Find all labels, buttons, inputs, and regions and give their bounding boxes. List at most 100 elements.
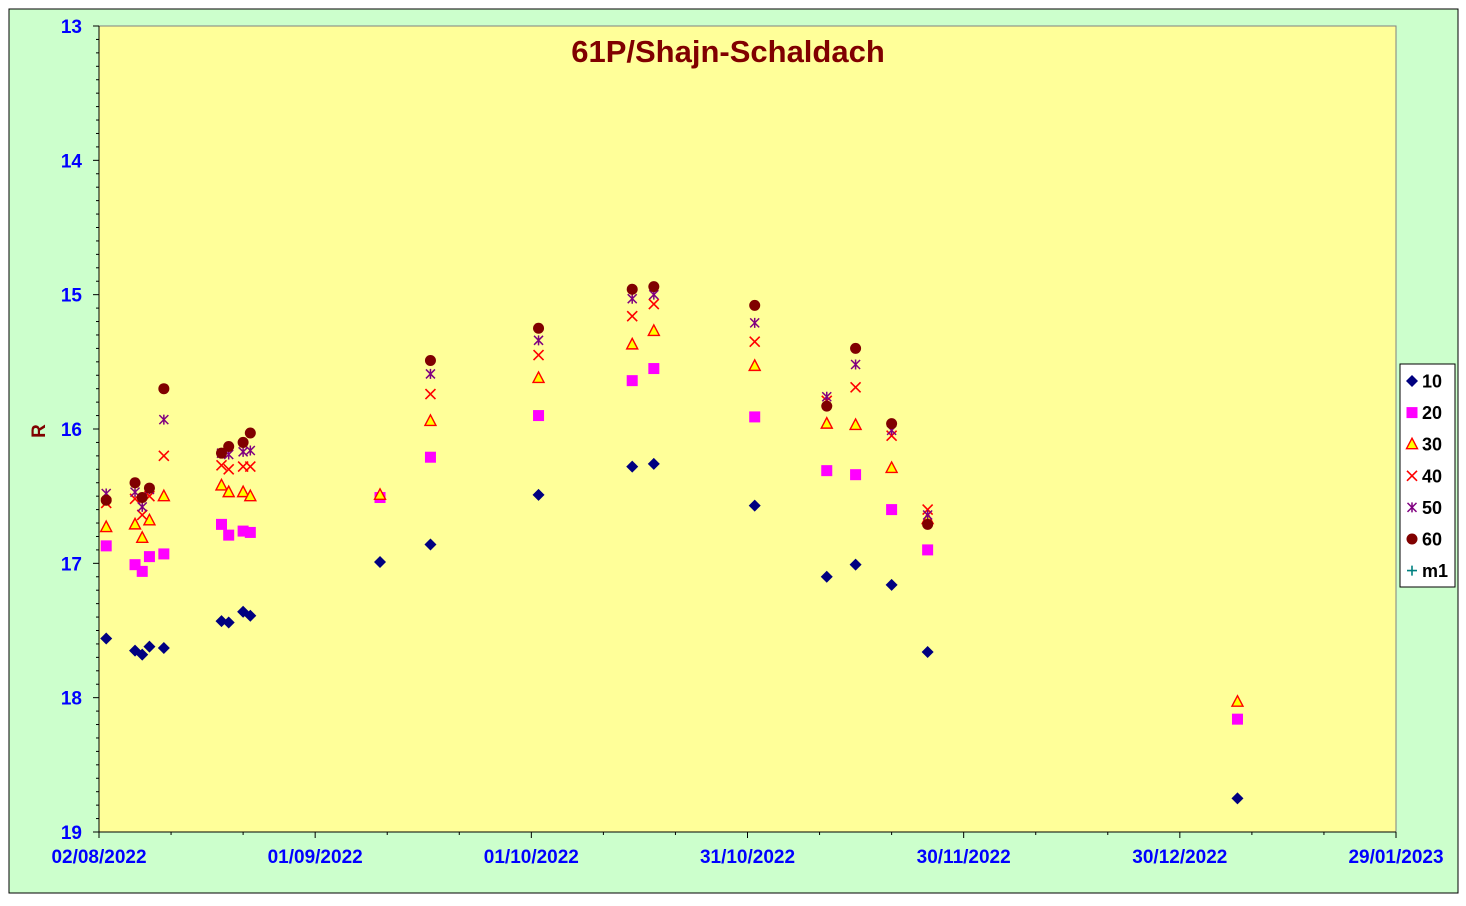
data-point	[245, 445, 256, 456]
data-point	[135, 530, 149, 544]
data-point	[627, 293, 638, 304]
x-tick-label: 30/12/2022	[1132, 847, 1227, 868]
legend-label: 30	[1422, 435, 1442, 455]
data-point	[625, 336, 639, 350]
data-point	[626, 283, 638, 295]
data-point	[748, 499, 761, 512]
data-point	[922, 509, 933, 521]
legend-entry-30: 30	[1405, 435, 1442, 455]
series-20	[100, 363, 1243, 725]
data-point	[849, 558, 862, 571]
x-tick-label: 01/10/2022	[484, 847, 579, 868]
data-point	[223, 529, 235, 541]
data-point	[244, 461, 256, 473]
legend-marker	[1406, 502, 1418, 513]
data-point	[215, 518, 227, 530]
data-point	[647, 323, 661, 337]
data-point	[143, 551, 155, 563]
data-point	[158, 383, 170, 395]
data-point	[533, 322, 545, 334]
data-point	[423, 413, 438, 427]
y-axis-label: R	[29, 424, 50, 438]
data-point	[886, 430, 898, 442]
data-point	[157, 641, 170, 654]
legend-entry-20: 20	[1406, 403, 1442, 423]
data-point	[244, 526, 256, 538]
data-point	[648, 281, 660, 293]
data-point	[886, 504, 898, 516]
data-point	[886, 418, 898, 430]
data-point	[129, 559, 141, 571]
data-point	[424, 354, 436, 366]
data-point	[99, 519, 113, 533]
data-point	[237, 436, 249, 448]
y-tick-label: 17	[61, 554, 82, 575]
data-point	[128, 516, 142, 530]
legend-box	[1399, 363, 1456, 588]
legend-entry-m1: m1	[1407, 561, 1448, 581]
data-point	[236, 484, 250, 498]
legend-label: m1	[1422, 561, 1448, 581]
data-point	[158, 414, 169, 425]
data-point	[136, 492, 148, 504]
data-point	[137, 501, 148, 512]
data-point	[626, 375, 638, 387]
data-point	[885, 578, 898, 591]
legend-label: 10	[1422, 372, 1442, 392]
data-point	[158, 548, 170, 560]
y-tick-label: 13	[61, 17, 82, 38]
data-point	[373, 487, 387, 501]
data-point	[425, 368, 436, 379]
data-point	[215, 459, 228, 471]
data-point	[533, 410, 545, 422]
data-point	[1231, 792, 1244, 805]
data-point	[136, 509, 148, 521]
data-point	[532, 488, 545, 501]
data-point	[424, 538, 437, 551]
y-tick-label: 15	[61, 286, 83, 307]
data-point	[136, 648, 149, 661]
x-tick-label: 01/09/2022	[268, 847, 363, 868]
legend-label: 50	[1422, 498, 1442, 518]
data-point	[821, 391, 832, 402]
data-point	[749, 299, 761, 311]
data-point	[648, 298, 660, 310]
data-point	[237, 525, 249, 537]
legend-entry-60: 60	[1406, 530, 1442, 550]
data-point	[848, 417, 863, 431]
legend-marker	[1406, 375, 1418, 387]
data-point	[222, 484, 236, 498]
data-point	[820, 416, 834, 429]
legend-marker	[1406, 533, 1418, 545]
data-point	[1231, 713, 1243, 725]
legend-label: 60	[1422, 530, 1442, 550]
data-point	[158, 450, 170, 462]
y-tick-label: 19	[61, 823, 82, 844]
legend-marker	[1405, 436, 1419, 450]
data-point	[820, 570, 833, 583]
data-point	[850, 342, 862, 354]
data-point	[222, 616, 235, 629]
chart-title: 61P/Shajn-Schaldach	[571, 34, 885, 69]
data-point	[922, 518, 934, 530]
legend-label: 40	[1422, 466, 1442, 486]
data-point	[749, 317, 760, 328]
y-tick-label: 18	[61, 689, 82, 710]
legend-entry-40: 40	[1406, 466, 1442, 486]
data-point	[100, 494, 112, 506]
data-point	[749, 336, 761, 348]
data-point	[100, 632, 113, 645]
legend-entry-10: 10	[1406, 372, 1442, 392]
data-point	[626, 460, 639, 473]
data-point	[884, 460, 899, 474]
data-point	[215, 447, 227, 459]
data-point	[749, 411, 761, 423]
data-point	[1230, 694, 1245, 707]
data-point	[374, 555, 387, 568]
data-point	[143, 640, 156, 653]
legend-marker	[1406, 470, 1418, 482]
data-point	[648, 363, 660, 375]
data-point	[223, 463, 235, 475]
x-tick-label: 29/01/2023	[1348, 847, 1443, 868]
